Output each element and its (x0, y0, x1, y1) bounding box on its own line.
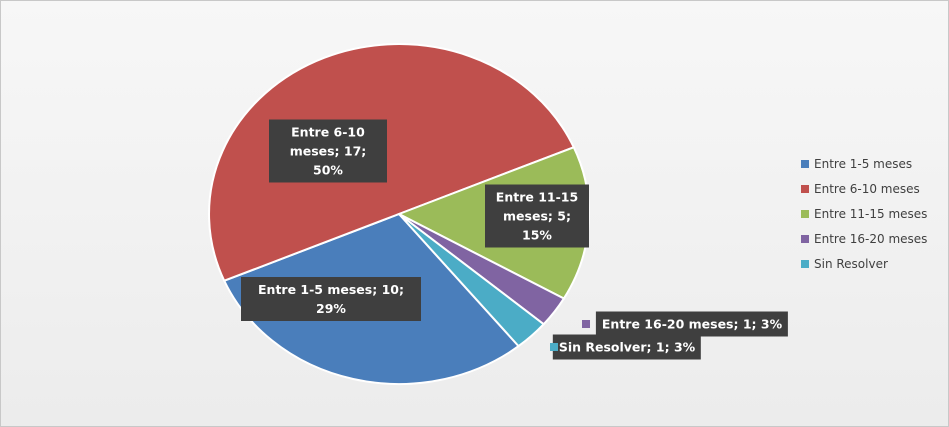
label-key (582, 320, 590, 328)
legend-label: Entre 16-20 meses (814, 232, 928, 246)
data-label: Entre 11-15 meses; 5; 15% (485, 184, 589, 248)
legend-swatch (801, 160, 809, 168)
legend-label: Entre 1-5 meses (814, 157, 913, 171)
legend-entry: Entre 16-20 meses (801, 232, 927, 246)
legend-label: Entre 11-15 meses (814, 207, 928, 221)
legend-swatch (801, 235, 809, 243)
legend-swatch (801, 260, 809, 268)
legend-swatch (801, 210, 809, 218)
legend-entry: Entre 6-10 meses (801, 182, 920, 196)
data-label: Entre 6-10 meses; 17; 50% (269, 119, 387, 183)
legend-entry: Sin Resolver (801, 257, 888, 271)
pie-slice (208, 43, 576, 283)
legend-entry: Entre 11-15 meses (801, 207, 927, 221)
data-label: Entre 16-20 meses; 1; 3% (595, 311, 789, 337)
legend-label: Sin Resolver (814, 257, 888, 271)
label-key (550, 343, 558, 351)
legend-label: Entre 6-10 meses (814, 182, 920, 196)
pie-slice (398, 213, 546, 348)
data-label: Sin Resolver; 1; 3% (552, 334, 702, 360)
legend-entry: Entre 1-5 meses (801, 157, 912, 171)
data-label: Entre 1-5 meses; 10; 29% (241, 277, 421, 321)
legend-swatch (801, 185, 809, 193)
